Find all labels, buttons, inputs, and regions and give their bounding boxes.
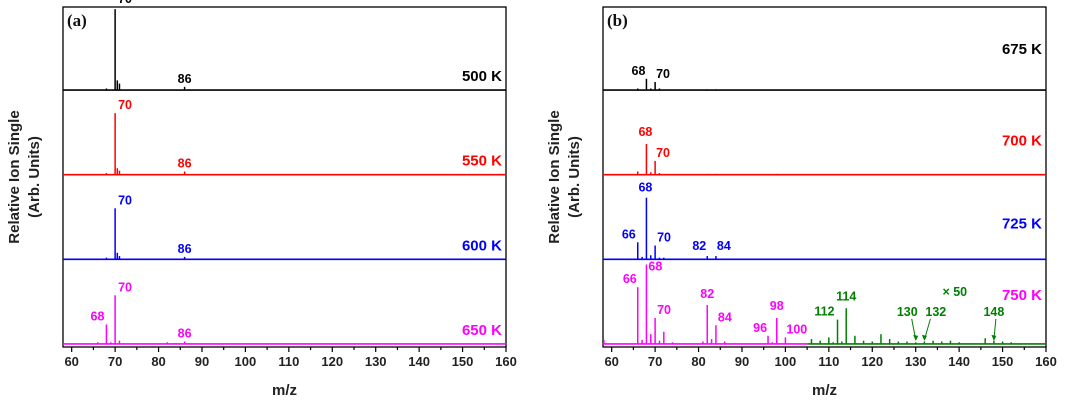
x-tick-label: 140: [408, 354, 430, 369]
arrow-head-icon: [921, 334, 927, 341]
peak-label: 70: [118, 280, 132, 294]
spectrum-500-k: 70 86 500 K: [63, 0, 506, 91]
peak-label: 86: [178, 72, 192, 86]
peak-label: 96: [753, 321, 767, 335]
temperature-label: 700 K: [1002, 133, 1042, 150]
x-tick-label: 80: [151, 354, 165, 369]
peak-label: 68: [648, 260, 662, 274]
temperature-label: 750 K: [1002, 287, 1042, 304]
x-tick-label: 70: [108, 354, 122, 369]
x-tick-label: 140: [948, 354, 970, 369]
x-axis-label: m/z: [812, 382, 837, 399]
x-tick-label: 130: [365, 354, 387, 369]
peak-label: 86: [178, 156, 192, 170]
spectrum-600-k: 70 86 600 K: [63, 193, 506, 261]
temperature-label: 500 K: [462, 68, 502, 85]
peak-label: 68: [638, 181, 652, 195]
peak-label: 70: [656, 146, 670, 160]
plot-frame: [62, 6, 507, 348]
x-tick-label: 120: [861, 354, 883, 369]
spectrum-725-k: 66 68 70 82 84 725 K: [603, 181, 1046, 261]
x-tick-label: 120: [321, 354, 343, 369]
arrow-head-icon: [913, 334, 919, 341]
temperature-label: 550 K: [462, 153, 502, 170]
spectrum-650-k: 68 70 86 650 K: [63, 280, 506, 345]
peak-label: 68: [638, 125, 652, 139]
x-tick-label: 100: [775, 354, 797, 369]
x-tick-label: 150: [452, 354, 474, 369]
peak-label: 68: [632, 64, 646, 78]
peak-label: 70: [118, 193, 132, 207]
peak-label: 82: [700, 287, 714, 301]
spectrum-550-k: 70 86 550 K: [63, 98, 506, 176]
x-tick-label: 110: [278, 354, 299, 369]
x-tick-label: 90: [195, 354, 209, 369]
y-axis-label: Relative Ion Single: [546, 110, 563, 243]
peak-label: 100: [786, 322, 807, 336]
peak-label: 66: [622, 227, 636, 241]
y-axis-label: (Arb. Units): [26, 136, 43, 218]
temperature-label: 675 K: [1002, 41, 1042, 58]
temperature-label: 650 K: [462, 322, 502, 339]
peak-label: 148: [983, 305, 1004, 319]
peak-label: 112: [814, 305, 834, 319]
x-tick-label: 60: [64, 354, 78, 369]
x-tick-label: 70: [648, 354, 662, 369]
peak-label: 86: [178, 242, 192, 256]
peak-label: 70: [657, 303, 671, 317]
x-tick-label: 150: [992, 354, 1014, 369]
panel-label: (b): [607, 11, 628, 30]
x-tick-label: 90: [735, 354, 749, 369]
x-tick-label: 80: [691, 354, 705, 369]
x-tick-label: 110: [818, 354, 839, 369]
peak-label: 70: [118, 98, 132, 112]
x-axis-label: m/z: [272, 382, 297, 399]
spectrum-675-k: 68 70 675 K: [603, 41, 1046, 91]
plot-frame: [602, 6, 1047, 348]
temperature-label: 600 K: [462, 237, 502, 254]
x-tick-label: 130: [905, 354, 927, 369]
panel-label: (a): [67, 11, 87, 30]
peak-label: 70: [656, 67, 670, 81]
scale-annotation: × 50: [942, 285, 967, 299]
y-axis-label: (Arb. Units): [566, 136, 583, 218]
x-tick-label: 60: [604, 354, 618, 369]
temperature-label: 725 K: [1002, 215, 1042, 232]
peak-label: 98: [770, 299, 784, 313]
peak-label: 70: [657, 231, 671, 245]
peak-label: 68: [91, 309, 105, 323]
peak-label: 70: [118, 0, 132, 6]
peak-label: 86: [178, 326, 192, 340]
peak-label: 84: [717, 239, 731, 253]
peak-label: 84: [718, 310, 732, 324]
peak-label: 82: [692, 239, 706, 253]
x-tick-label: 160: [495, 354, 517, 369]
peak-label: 66: [623, 272, 637, 286]
arrow-head-icon: [991, 334, 997, 341]
peak-label: 130: [897, 305, 918, 319]
x-tick-label: 160: [1035, 354, 1057, 369]
x-tick-label: 100: [235, 354, 257, 369]
panel-b: 60 70 80 90 100 110 120 130 140 150 160 m/z Relative…: [546, 6, 1057, 399]
y-axis-label: Relative Ion Single: [6, 110, 23, 243]
panel-a: 60 70 80 90 100 110 120 130 140 150 160 m/z Relative…: [6, 0, 517, 399]
spectrum-700-k: 68 70 700 K: [603, 125, 1046, 176]
peak-label: 132: [925, 305, 946, 319]
peak-label: 114: [836, 289, 856, 303]
